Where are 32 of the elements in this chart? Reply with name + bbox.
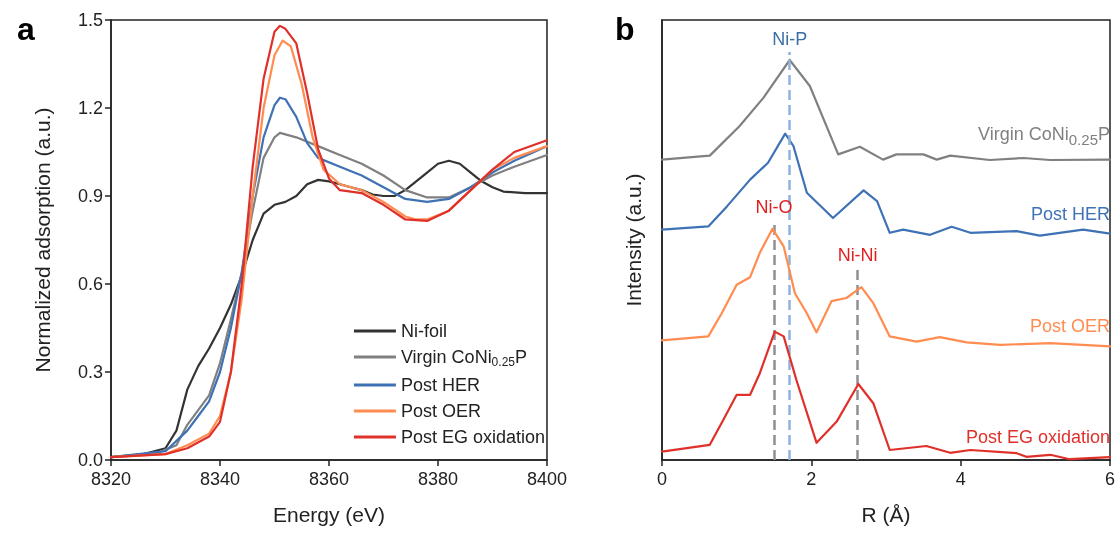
y-tick-label: 0.0 xyxy=(77,450,103,470)
x-tick-label: 8360 xyxy=(308,469,350,489)
x-tick-label: 0 xyxy=(656,469,668,489)
legend-label: Post OER xyxy=(400,401,481,421)
x-tick-label: 8380 xyxy=(417,469,459,489)
legend-label: Ni-foil xyxy=(400,321,447,341)
x-tick-label: 8320 xyxy=(90,469,132,489)
y-tick-label: 0.3 xyxy=(77,362,103,382)
annotation: Ni-P xyxy=(772,29,808,49)
y-tick-label: 1.2 xyxy=(77,98,103,118)
y-tick-label: 0.9 xyxy=(77,186,103,206)
x-tick-label: 8340 xyxy=(199,469,241,489)
y-tick-label: 1.5 xyxy=(77,10,103,30)
legend-label: Post HER xyxy=(400,375,480,395)
legend-label: Post EG oxidation xyxy=(400,427,546,447)
x-axis-title: Energy (eV) xyxy=(272,503,386,526)
x-tick-label: 4 xyxy=(955,469,966,489)
y-axis-title: Normalized adsorption (a.u.) xyxy=(31,107,54,373)
chart-title: b xyxy=(615,11,635,47)
series-label: Virgin CoNi$_{0.25}$P xyxy=(978,124,1110,150)
x-tick-label: 8400 xyxy=(526,469,567,489)
y-tick-label: 0.6 xyxy=(77,274,103,294)
x-axis-title: R (Å) xyxy=(861,503,911,526)
chart-title: a xyxy=(17,11,35,47)
series-label: Post HER xyxy=(1030,203,1110,224)
x-tick-label: 2 xyxy=(806,469,817,489)
y-axis-title: Intensity (a.u.) xyxy=(622,173,645,307)
x-tick-label: 6 xyxy=(1104,469,1116,489)
series-label: Post OER xyxy=(1029,316,1110,337)
annotation: Ni-Ni xyxy=(837,245,878,265)
series-label: Post EG oxidation xyxy=(965,427,1110,448)
annotation: Ni-O xyxy=(755,197,793,217)
